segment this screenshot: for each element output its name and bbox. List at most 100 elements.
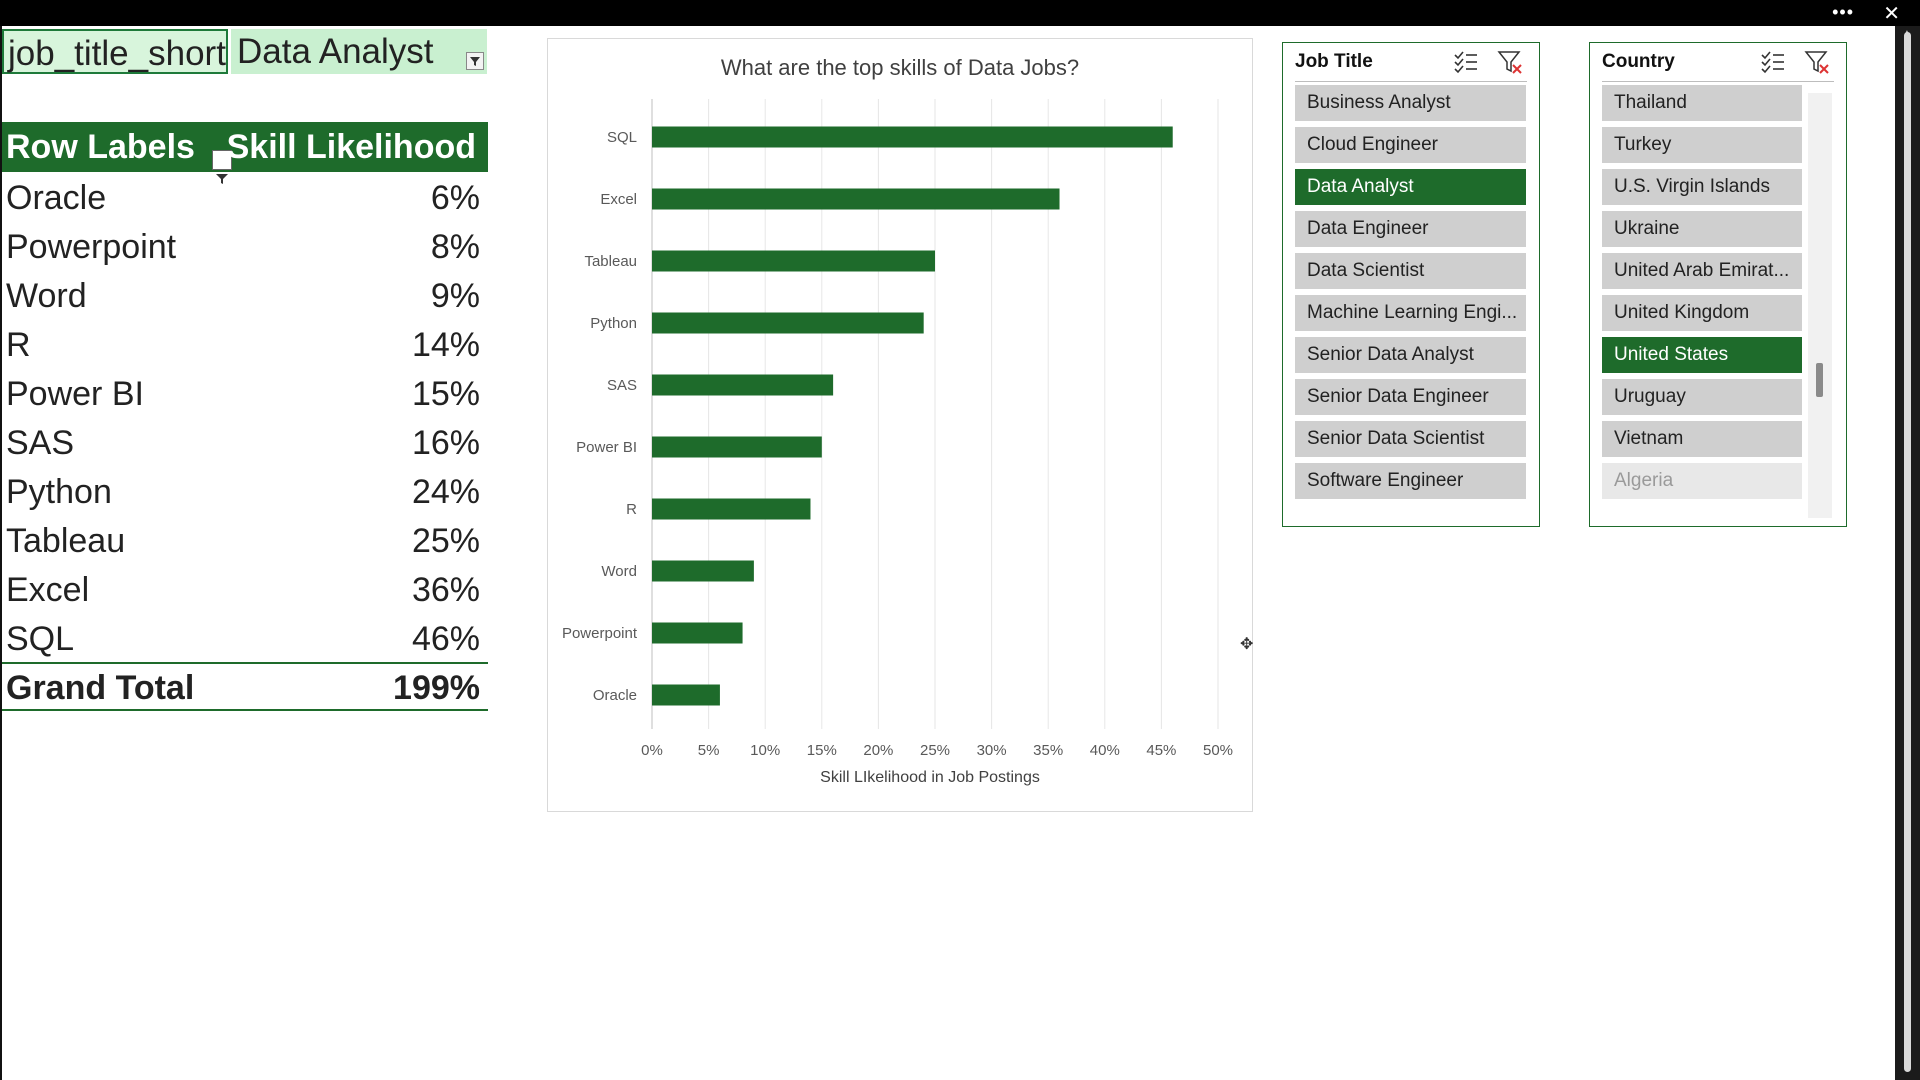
bar[interactable]	[652, 498, 811, 520]
bar[interactable]	[652, 250, 935, 272]
pivot-row-label: Oracle	[6, 179, 107, 217]
slicer-item[interactable]: United Arab Emirat...	[1602, 253, 1802, 289]
multi-select-icon[interactable]	[1453, 49, 1479, 75]
pivot-row-label: Word	[6, 277, 87, 315]
slicer-item[interactable]: Vietnam	[1602, 421, 1802, 457]
slicer-title: Country	[1602, 51, 1675, 72]
pivot-row[interactable]: Power BI 15%	[2, 370, 488, 419]
ellipsis-icon[interactable]: •••	[1832, 2, 1854, 22]
pivot-row[interactable]: Python 24%	[2, 468, 488, 517]
close-icon[interactable]: ✕	[1883, 3, 1900, 25]
y-category-label: R	[626, 501, 637, 518]
bar[interactable]	[652, 684, 720, 706]
x-tick-label: 25%	[920, 742, 950, 759]
y-category-label: Python	[590, 315, 637, 332]
bar[interactable]	[652, 436, 822, 458]
pivot-row-value: 6%	[430, 179, 480, 217]
y-category-label: SQL	[607, 129, 637, 146]
slicer-item[interactable]: Data Analyst	[1295, 169, 1526, 205]
slicer-item[interactable]: Data Engineer	[1295, 211, 1526, 247]
x-tick-label: 10%	[750, 742, 780, 759]
slicer-item[interactable]: Software Engineer	[1295, 463, 1526, 499]
grand-total-label: Grand Total	[6, 669, 195, 707]
slicer-item[interactable]: United Kingdom	[1602, 295, 1802, 331]
scrollbar-thumb[interactable]	[1904, 32, 1911, 1072]
bar[interactable]	[652, 188, 1060, 210]
skills-bar-chart[interactable]: What are the top skills of Data Jobs? 0%…	[547, 38, 1253, 812]
filter-dropdown-icon[interactable]	[466, 52, 484, 70]
window-left-border	[0, 26, 2, 1080]
pivot-row-label: SQL	[6, 620, 75, 658]
slicer-item[interactable]: Thailand	[1602, 85, 1802, 121]
pivot-row[interactable]: Powerpoint 8%	[2, 223, 488, 272]
pivot-row-value: 24%	[411, 473, 480, 511]
slicer-item[interactable]: United States	[1602, 337, 1802, 373]
pivot-row[interactable]: Tableau 25%	[2, 517, 488, 566]
pivot-header: Row Labels Skill Likelihood	[2, 122, 488, 184]
pivot-row[interactable]: R 14%	[2, 321, 488, 370]
slicer-item[interactable]: Uruguay	[1602, 379, 1802, 415]
x-tick-label: 50%	[1203, 742, 1233, 759]
job-title-slicer: Job Title Business Analyst Cloud Engineer…	[1282, 42, 1540, 527]
chart-title: What are the top skills of Data Jobs?	[720, 55, 1080, 80]
slicer-item[interactable]: Cloud Engineer	[1295, 127, 1526, 163]
pivot-row-label: Excel	[6, 571, 90, 609]
pivot-filter-value[interactable]: Data Analyst	[231, 29, 487, 74]
pivot-row-value: 14%	[411, 326, 480, 364]
pivot-row-label: Python	[6, 473, 112, 511]
chart-plot-area: 0% 5% 10% 15% 20% 25% 30% 35% 40% 45% 50% SQL Excel T…	[562, 99, 1233, 759]
x-tick-label: 40%	[1090, 742, 1120, 759]
slicer-scrollbar[interactable]	[1808, 93, 1832, 518]
bar[interactable]	[652, 560, 754, 582]
slicer-item[interactable]: Senior Data Scientist	[1295, 421, 1526, 457]
slicer-item[interactable]: Senior Data Engineer	[1295, 379, 1526, 415]
x-tick-label: 35%	[1033, 742, 1063, 759]
bar[interactable]	[652, 126, 1173, 148]
row-labels-header[interactable]: Row Labels	[6, 128, 195, 166]
country-slicer: Country Thailand Turkey U.S. Virgin Island…	[1589, 42, 1847, 527]
pivot-row-label: R	[6, 326, 31, 364]
y-category-label: Powerpoint	[562, 625, 638, 642]
pivot-row-value: 8%	[430, 228, 480, 266]
clear-filter-icon[interactable]	[1804, 49, 1830, 75]
slicer-scrollbar-thumb[interactable]	[1816, 363, 1823, 397]
x-tick-label: 5%	[698, 742, 720, 759]
bar[interactable]	[652, 374, 834, 396]
slicer-item[interactable]: Machine Learning Engi...	[1295, 295, 1526, 331]
bar[interactable]	[652, 622, 743, 644]
skill-likelihood-header: Skill Likelihood	[226, 128, 476, 166]
pivot-row[interactable]: SQL 46%	[2, 615, 488, 664]
vertical-scrollbar[interactable]: ▲	[1895, 26, 1920, 1080]
slicer-item[interactable]: U.S. Virgin Islands	[1602, 169, 1802, 205]
y-category-label: Power BI	[576, 439, 637, 456]
slicer-item[interactable]: Turkey	[1602, 127, 1802, 163]
slicer-header-divider	[1602, 81, 1834, 82]
bar[interactable]	[652, 312, 924, 334]
pivot-row[interactable]: Word 9%	[2, 272, 488, 321]
multi-select-icon[interactable]	[1760, 49, 1786, 75]
slicer-item[interactable]: Senior Data Analyst	[1295, 337, 1526, 373]
x-tick-label: 30%	[977, 742, 1007, 759]
move-cursor-icon: ✥	[1240, 636, 1254, 653]
slicer-item[interactable]: Ukraine	[1602, 211, 1802, 247]
grand-total-value: 199%	[393, 669, 480, 707]
pivot-row-value: 36%	[411, 571, 480, 609]
pivot-row[interactable]: Oracle 6%	[2, 174, 488, 223]
pivot-row-label: SAS	[6, 424, 75, 462]
row-labels-filter-icon[interactable]	[212, 150, 232, 184]
pivot-filter-field[interactable]: job_title_short	[2, 29, 228, 74]
pivot-row[interactable]: SAS 16%	[2, 419, 488, 468]
pivot-row-value: 16%	[411, 424, 480, 462]
y-category-label: Tableau	[584, 253, 637, 270]
pivot-row-value: 15%	[411, 375, 480, 413]
slicer-item[interactable]: Business Analyst	[1295, 85, 1526, 121]
y-category-label: Oracle	[593, 687, 637, 704]
window-title-bar: ••• ✕	[0, 0, 1920, 26]
x-tick-label: 15%	[807, 742, 837, 759]
pivot-row-label: Powerpoint	[6, 228, 177, 266]
clear-filter-icon[interactable]	[1497, 49, 1523, 75]
pivot-row-label: Power BI	[6, 375, 144, 413]
pivot-row[interactable]: Excel 36%	[2, 566, 488, 615]
slicer-item[interactable]: Algeria	[1602, 463, 1802, 499]
slicer-item[interactable]: Data Scientist	[1295, 253, 1526, 289]
